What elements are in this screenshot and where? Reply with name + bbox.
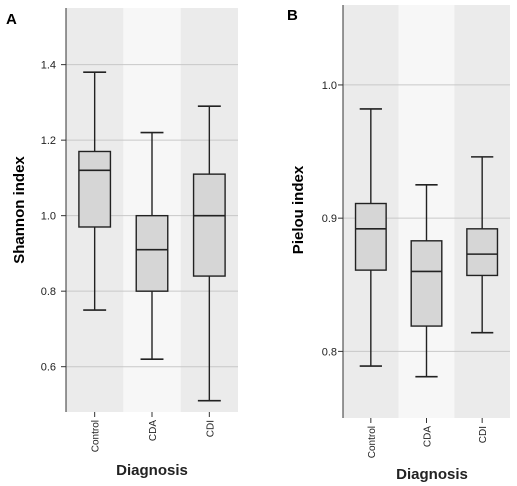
x-tick-label: CDI — [205, 420, 216, 437]
iqr-box — [410, 240, 443, 327]
y-tick-label: 0.6 — [41, 362, 56, 374]
iqr-box — [135, 214, 169, 292]
panel-a: 0.6 0.8 1.0 1.2 1.4 Control CDA CDI A Shannon ind… — [6, 8, 238, 479]
iqr-box — [192, 173, 226, 277]
y-tick-label: 1.0 — [41, 211, 56, 223]
iqr-box — [466, 228, 499, 277]
y-tick-label: 0.9 — [322, 213, 337, 225]
iqr-box — [78, 150, 112, 228]
y-axis-title: Shannon index — [11, 156, 28, 264]
y-tick-label: 0.8 — [322, 346, 337, 358]
box-cdi — [466, 156, 499, 334]
box-control — [78, 71, 112, 311]
panel-label: B — [287, 7, 298, 24]
box-control — [354, 108, 387, 367]
box-cda — [135, 131, 169, 360]
y-tick-label: 1.0 — [322, 80, 337, 92]
x-tick-label: Control — [367, 426, 378, 458]
panel-label: A — [6, 11, 17, 28]
x-tick-label: CDI — [478, 426, 489, 443]
y-axis-title: Pielou index — [290, 165, 307, 254]
x-axis-title: Diagnosis — [116, 462, 188, 479]
y-tick-label: 0.8 — [41, 286, 56, 298]
x-axis-title: Diagnosis — [396, 466, 468, 483]
box-cdi — [192, 105, 226, 402]
x-tick-label: Control — [91, 420, 102, 452]
y-tick-label: 1.4 — [41, 60, 56, 72]
x-tick-label: CDA — [148, 420, 159, 441]
x-tick-label: CDA — [423, 426, 434, 447]
box-cda — [410, 184, 443, 378]
panel-b: 0.8 0.9 1.0 Control CDA CDI B Pielou index Diagn… — [287, 5, 510, 483]
y-tick-label: 1.2 — [41, 135, 56, 147]
iqr-box — [354, 202, 387, 271]
